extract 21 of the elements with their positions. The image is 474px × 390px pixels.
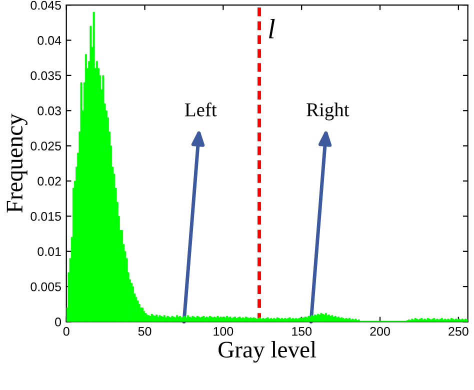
y-tick-label: 0.01: [38, 247, 61, 256]
x-tick-label: 100: [214, 326, 234, 336]
annotation: Right: [306, 102, 350, 120]
y-tick-label: 0.04: [38, 36, 62, 45]
y-tick-label: 0.045: [30, 0, 61, 10]
y-tick-label: 0.035: [30, 71, 61, 80]
x-tick-label: 150: [292, 326, 312, 336]
y-axis-title: Frequency: [6, 114, 28, 213]
annotation: Left: [185, 102, 217, 116]
y-tick-label: 0.02: [38, 176, 61, 186]
x-axis-title: Gray level: [218, 341, 316, 363]
y-tick-label: 0: [55, 318, 62, 326]
y-tick-label: 0.025: [30, 142, 61, 150]
y-tick-label: 0.005: [30, 282, 61, 292]
x-tick-label: 200: [370, 326, 390, 336]
ref-line-label: l: [269, 18, 275, 38]
y-tick-label: 0.015: [30, 212, 61, 221]
x-tick-label: 250: [448, 326, 468, 336]
x-tick-label: 0: [63, 326, 70, 336]
y-tick-label: 0.03: [38, 106, 61, 116]
x-tick-label: 50: [138, 326, 152, 336]
